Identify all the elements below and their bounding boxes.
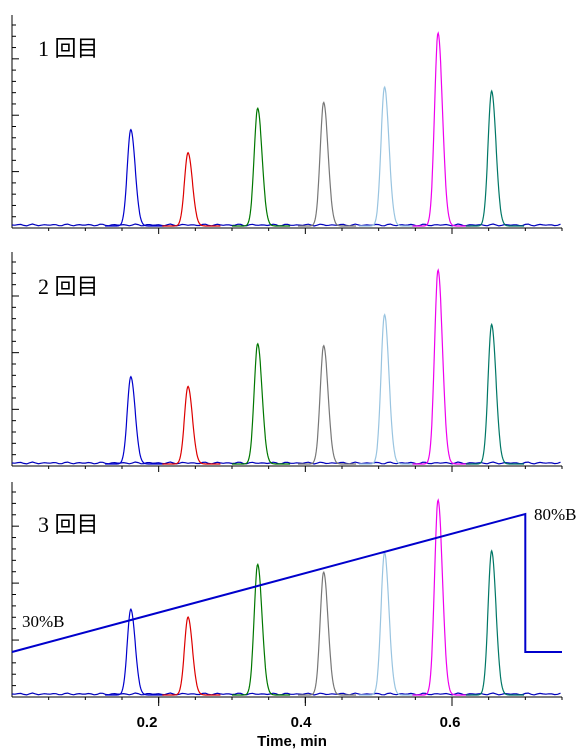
- panel-1-peak-1: [105, 128, 164, 227]
- panel-2: 2 回目: [11, 252, 563, 472]
- panel-3-peak-7: [465, 549, 524, 696]
- panel-1-peak-6: [412, 31, 471, 227]
- panel-1-peak-3: [232, 106, 291, 227]
- panel-3-baseline: [11, 692, 561, 696]
- panel-3-peak-2: [162, 615, 221, 696]
- panel-1-label: 1 回目: [38, 36, 99, 61]
- x-tick-label-0.6: 0.6: [440, 714, 461, 731]
- panel-1-peak-2: [162, 151, 221, 227]
- x-axis: 0.2 0.4 0.6 Time, min: [137, 714, 461, 750]
- panel-2-label: 2 回目: [38, 274, 99, 299]
- panel-2-baseline: [11, 461, 561, 465]
- panel-3-peak-1: [105, 608, 164, 696]
- panel-3-peak-3: [232, 562, 291, 696]
- panel-1: 1 回目: [11, 15, 563, 234]
- panel-2-peak-4: [298, 344, 357, 465]
- panel-1-peak-7: [465, 89, 524, 227]
- x-axis-title: Time, min: [257, 733, 327, 750]
- x-tick-label-0.2: 0.2: [137, 714, 158, 731]
- panel-3-peak-6: [412, 498, 471, 696]
- panel-1-peak-5: [358, 85, 417, 227]
- panel-3-peak-4: [298, 570, 357, 696]
- panel-2-peak-7: [465, 322, 524, 465]
- gradient-end-label: 80%B: [534, 505, 577, 524]
- x-tick-label-0.4: 0.4: [291, 714, 313, 731]
- gradient-start-label: 30%B: [22, 612, 65, 631]
- panel-2-peak-1: [105, 375, 164, 465]
- panel-2-peak-5: [358, 313, 417, 465]
- panel-2-peak-6: [412, 268, 471, 465]
- panel-3: 3 回目 30%B 80%B: [11, 482, 577, 703]
- panel-2-peak-3: [232, 342, 291, 465]
- panel-3-label: 3 回目: [38, 512, 99, 537]
- gradient-line: [11, 512, 562, 653]
- panel-1-baseline: [11, 223, 561, 227]
- panel-2-peak-2: [162, 385, 221, 465]
- panel-1-peak-4: [298, 101, 357, 227]
- panel-3-peak-5: [358, 551, 417, 696]
